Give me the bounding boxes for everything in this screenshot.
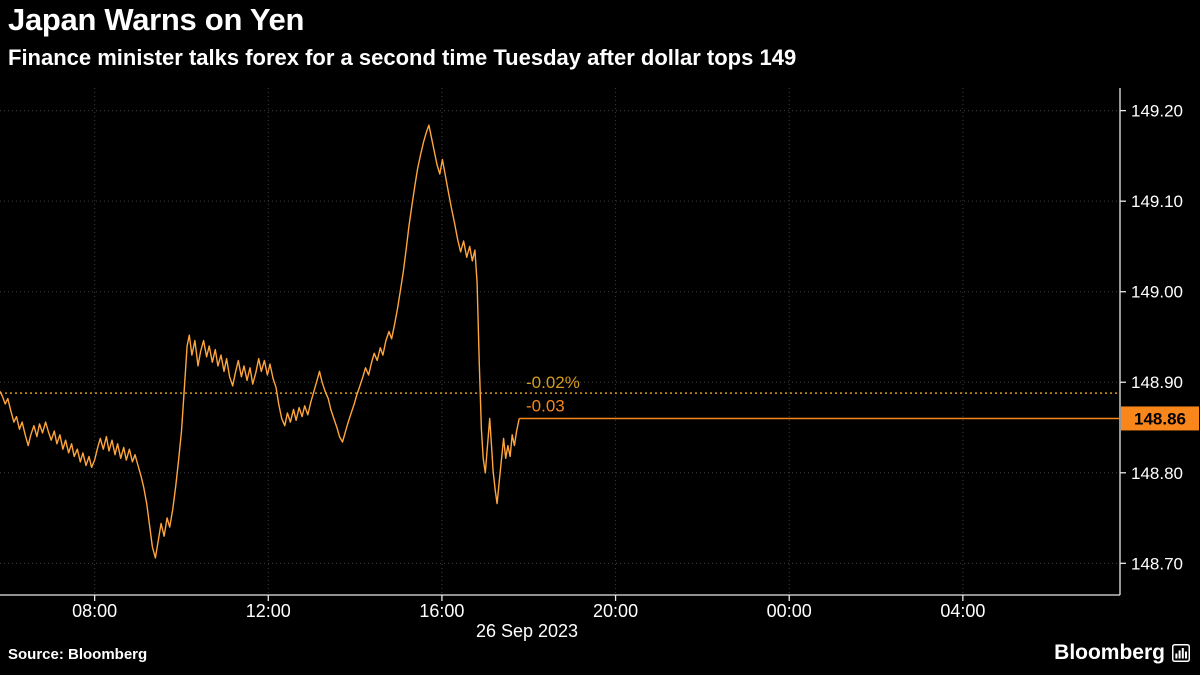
svg-text:12:00: 12:00 [246,601,291,621]
svg-text:148.80: 148.80 [1131,464,1183,483]
svg-text:04:00: 04:00 [940,601,985,621]
axes [0,88,1126,601]
x-axis-date-label: 26 Sep 2023 [475,621,579,641]
bloomberg-bug-icon [1172,644,1190,662]
chart-subtitle: Finance minister talks forex for a secon… [8,45,797,70]
svg-text:148.90: 148.90 [1131,373,1183,392]
percent-change-label: -0.02% [526,373,580,392]
svg-text:149.00: 149.00 [1131,283,1183,302]
svg-text:00:00: 00:00 [767,601,812,621]
svg-text:20:00: 20:00 [593,601,638,621]
last-price-badge: 148.86 [1121,406,1199,431]
bloomberg-wordmark: Bloomberg [1054,641,1165,664]
x-axis-labels: 08:00 12:00 16:00 20:00 00:00 04:00 [72,601,985,621]
bloomberg-logo: Bloomberg [1054,641,1190,665]
svg-text:148.86: 148.86 [1134,409,1186,428]
gridlines [0,88,1120,595]
net-change-label: -0.03 [526,396,565,415]
svg-text:16:00: 16:00 [419,601,464,621]
svg-text:149.10: 149.10 [1131,192,1183,211]
chart-title: Japan Warns on Yen [8,2,305,37]
y-axis-labels: 149.20 149.10 149.00 148.90 148.80 148.70 [1131,102,1183,574]
svg-text:148.70: 148.70 [1131,554,1183,573]
source-credit: Source: Bloomberg [8,646,148,663]
price-series-line [0,124,520,559]
svg-text:08:00: 08:00 [72,601,117,621]
svg-text:149.20: 149.20 [1131,102,1183,121]
